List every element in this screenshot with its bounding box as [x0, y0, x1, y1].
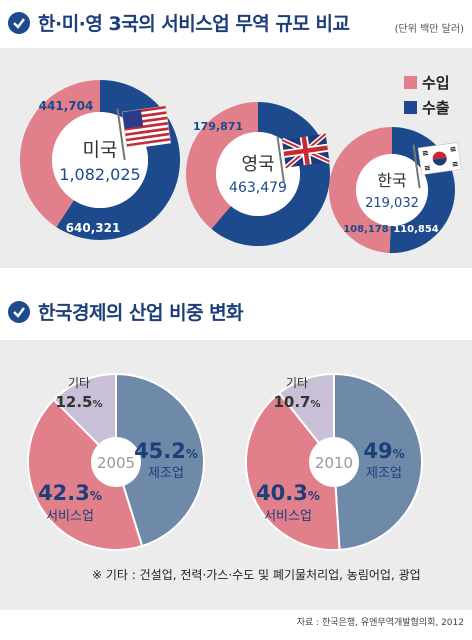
pie-category-label: 서비스업	[264, 509, 312, 524]
total-value-label: 463,479	[229, 180, 287, 196]
pie-slice-서비스업	[245, 391, 341, 551]
section2-heading: 한국경제의 산업 비중 변화	[8, 298, 244, 325]
slice-value-label: 441,704	[39, 99, 94, 113]
check-icon	[8, 300, 30, 323]
legend-export-swatch	[404, 101, 417, 114]
slice-value-label: 283,608	[227, 222, 282, 236]
section2-title: 한국경제의 산업 비중 변화	[38, 302, 244, 324]
pie-category-label: 제조업	[366, 466, 402, 481]
donut-hole	[52, 112, 148, 208]
unit-label: (단위 백만 달러)	[394, 24, 464, 35]
section1-heading: 한·미·영 3국의 서비스업 무역 규모 비교	[8, 9, 350, 36]
country-label: 미국	[83, 139, 118, 161]
import-slice	[185, 102, 258, 229]
total-value-label: 1,082,025	[59, 165, 140, 184]
slice-value-label: 640,321	[66, 221, 121, 235]
pie-value-label: 42.3%	[38, 481, 102, 505]
country-label: 영국	[241, 154, 274, 175]
kr-flag-icon	[412, 142, 462, 189]
country-label: 한국	[377, 171, 406, 190]
pie-slice-기타	[277, 372, 335, 465]
section1-title: 한·미·영 3국의 서비스업 무역 규모 비교	[38, 13, 350, 35]
pie-value-label: 45.2%	[134, 439, 198, 463]
legend-import-label: 수입	[422, 74, 450, 92]
total-value-label: 219,032	[365, 196, 419, 211]
import-slice	[329, 127, 392, 253]
us-flag-icon	[116, 105, 171, 161]
year-label: 2005	[97, 454, 135, 472]
pie-category-label: 서비스업	[46, 509, 94, 524]
slice-value-label: 110,854	[393, 224, 439, 235]
import-slice	[19, 80, 101, 228]
divider	[0, 268, 472, 272]
pie-category-label: 제조업	[148, 466, 184, 481]
legend-import: 수입	[404, 72, 450, 93]
slice-value-label: 179,871	[193, 120, 243, 133]
pie-category-label: 기타	[68, 376, 90, 390]
pie-hole	[309, 437, 359, 487]
year-label: 2010	[315, 454, 353, 472]
source: 자료 : 한국은행, 유엔무역개발협의회, 2012	[296, 618, 464, 628]
check-icon	[8, 11, 30, 34]
pie-value-label: 49%	[363, 439, 404, 463]
legend: 수입 수출	[404, 72, 450, 122]
pie-slice-제조업	[333, 372, 423, 551]
pie-slice-제조업	[115, 372, 205, 548]
pie-value-label: 40.3%	[256, 481, 320, 505]
slice-value-label: 108,178	[343, 224, 389, 235]
legend-export-label: 수출	[422, 99, 450, 117]
legend-export: 수출	[404, 97, 450, 118]
pie-slice-서비스업	[27, 398, 144, 551]
legend-import-swatch	[404, 76, 417, 89]
pie-slice-기타	[52, 372, 117, 465]
pie-value-label: 12.5%	[55, 393, 102, 411]
donut-hole	[356, 154, 428, 226]
footnote: ※ 기타 : 건설업, 전력·가스·수도 및 폐기물처리업, 농림어업, 광업	[92, 568, 421, 582]
pie-hole	[91, 437, 141, 487]
pie-category-label: 기타	[286, 376, 308, 390]
pie-value-label: 10.7%	[273, 393, 320, 411]
uk-flag-icon	[276, 131, 331, 183]
